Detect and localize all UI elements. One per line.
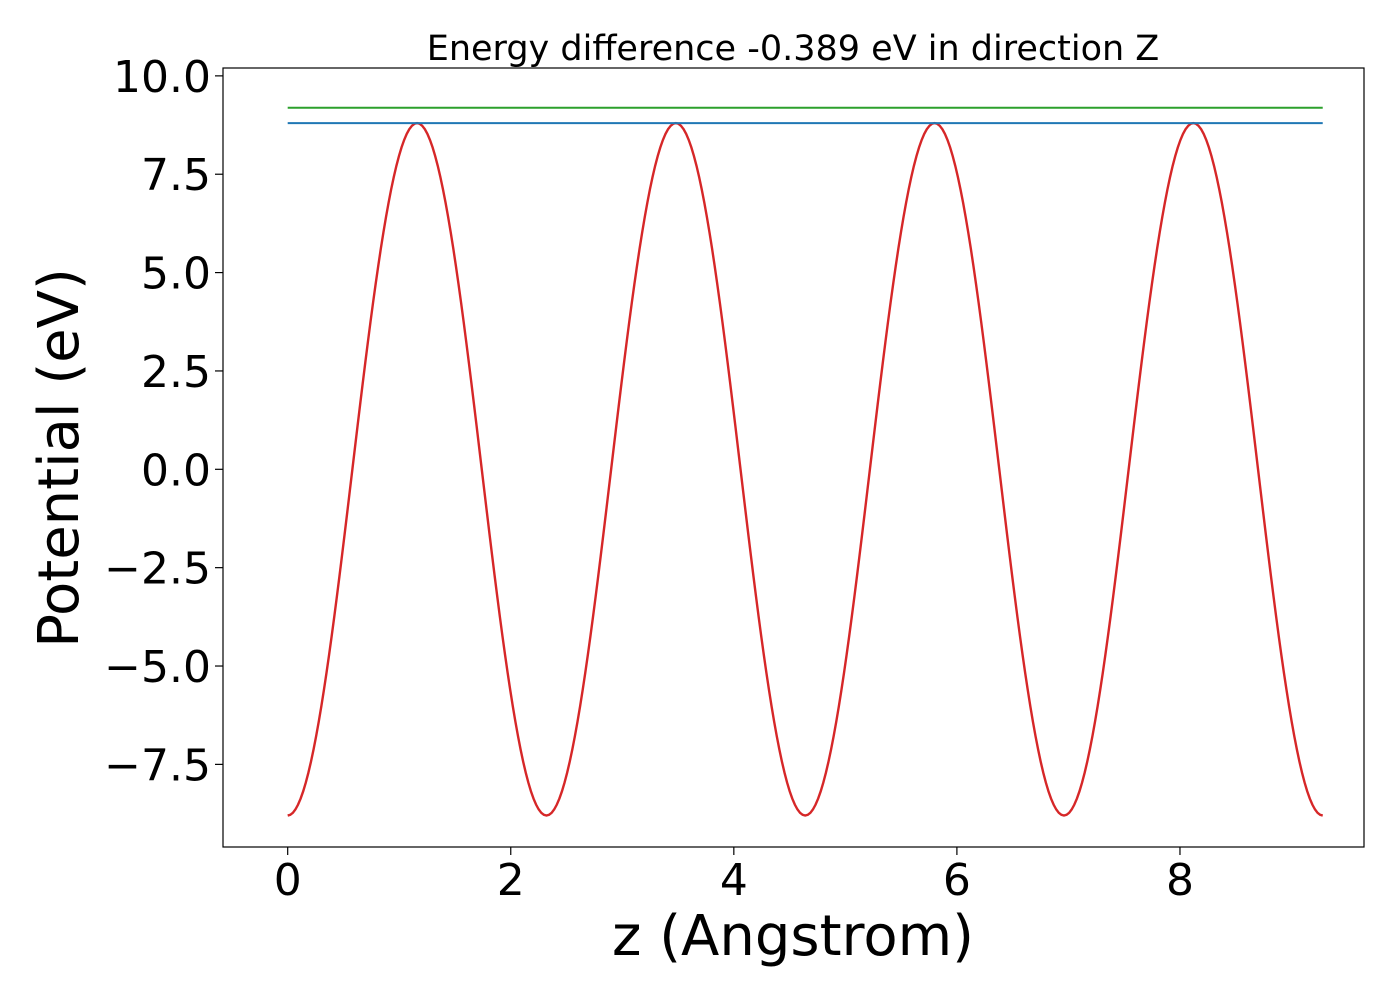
y-tick-label: −2.5 [104, 544, 211, 595]
y-tick-label: 0.0 [141, 445, 211, 496]
series-line-0 [287, 121, 1324, 817]
chart-title: Energy difference -0.389 eV in direction… [427, 29, 1160, 69]
plot-frame [222, 67, 1365, 848]
x-tick-label: 2 [497, 855, 525, 906]
x-tick-label: 8 [1166, 855, 1194, 906]
y-tick-label: 5.0 [141, 249, 211, 300]
series-layer [287, 106, 1324, 817]
y-tick-label: −7.5 [104, 740, 211, 791]
x-axis-ticks: 0 2 4 6 8 [274, 847, 1194, 906]
y-tick-label: 10.0 [113, 52, 211, 103]
x-tick-label: 4 [720, 855, 748, 906]
y-tick-label: −5.0 [104, 642, 211, 693]
x-axis-label: z (Angstrom) [612, 904, 974, 969]
y-axis-label: Potential (eV) [27, 268, 92, 648]
y-tick-label: 7.5 [141, 150, 211, 201]
y-tick-label: 2.5 [141, 347, 211, 398]
x-tick-label: 0 [274, 855, 302, 906]
x-tick-label: 6 [943, 855, 971, 906]
y-axis-ticks: −7.5 −5.0 −2.5 0.0 2.5 5.0 7.5 10.0 [104, 52, 223, 791]
